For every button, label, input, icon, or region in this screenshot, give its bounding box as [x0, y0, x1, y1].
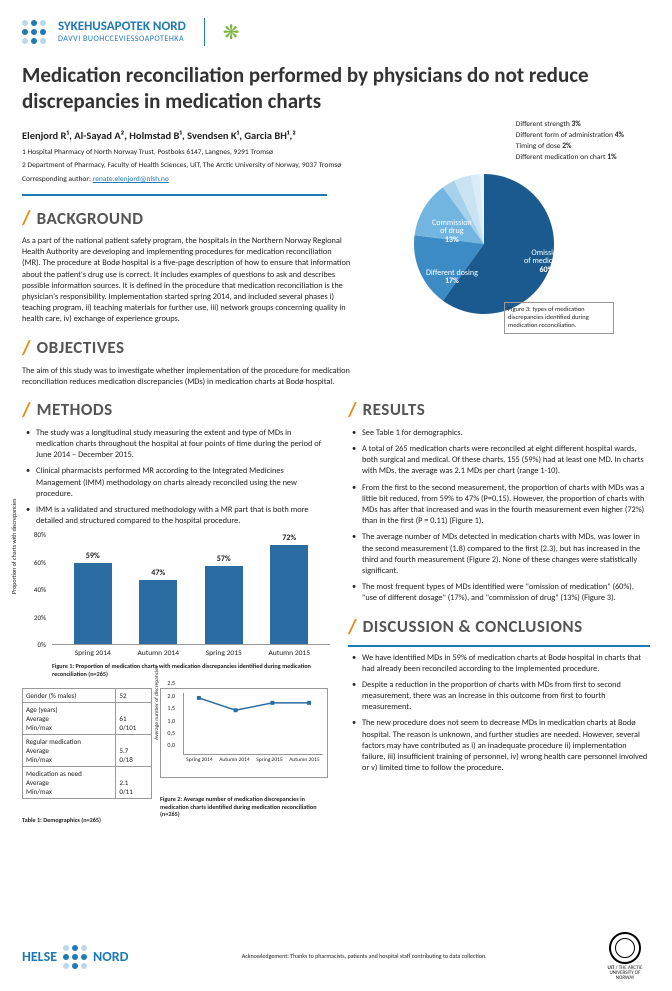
rule	[22, 194, 327, 196]
corr-email-link[interactable]: renate.elenjord@nlsh.no	[93, 175, 169, 184]
leaf-icon: ❋	[223, 20, 249, 44]
divider	[204, 18, 205, 46]
pie-chart: Different strength 3% Different form of …	[384, 129, 614, 329]
table-cell: Regular medication Average Min/max	[23, 735, 116, 767]
list-item: Clinical pharmacists performed MR accord…	[30, 466, 330, 500]
table-cell: 61 0/101	[116, 703, 152, 735]
list-item: Despite a reduction in the proportion of…	[356, 680, 650, 714]
list-item: The average number of MDs detected in me…	[356, 532, 650, 577]
brand-sub: DAVVI BUOHCCEVIESSOAPOTEHKA	[58, 34, 186, 44]
acknowledgement: Acknowledgement: Thanks to pharmacists, …	[242, 953, 487, 960]
bar: 57%Spring 2015	[205, 566, 243, 644]
uit-logo: UiT / THE ARCTIC UNIVERSITY OF NORWAY	[600, 932, 650, 981]
pie-slice-label: Different dosing17%	[426, 269, 478, 287]
list-item: IMM is a validated and structured method…	[30, 505, 330, 527]
background-header: /BACKGROUND	[22, 206, 352, 230]
brand-name: SYKEHUSAPOTEK NORD	[58, 20, 186, 34]
demographics-table: Gender (% males)52Age (years) Average Mi…	[22, 688, 152, 799]
affiliation-1: 1 Hospital Pharmacy of North Norway Trus…	[22, 148, 352, 158]
methods-list: The study was a longitudinal study measu…	[22, 428, 330, 528]
logo-dots-icon	[22, 20, 46, 44]
bar-y-label: Proportion of charts with discrepancies	[10, 499, 18, 594]
list-item: From the first to the second measurement…	[356, 483, 650, 528]
authors: Elenjord R¹, Al-Sayad A², Holmstad B¹, S…	[22, 129, 352, 142]
objectives-header: /OBJECTIVES	[22, 336, 352, 360]
list-item: The study was a longitudinal study measu…	[30, 428, 330, 462]
methods-header: /METHODS	[22, 398, 330, 422]
line-chart: Average number of discrepancies 0,00,51,…	[160, 688, 328, 778]
results-header: /RESULTS	[348, 398, 650, 422]
figure-1-caption: Figure 1: Proportion of medication chart…	[52, 663, 330, 678]
corresponding-author: Corresponding author: renate.elenjord@nl…	[22, 175, 352, 184]
brand: SYKEHUSAPOTEK NORD DAVVI BUOHCCEVIESSOAP…	[58, 20, 186, 44]
rule	[348, 645, 650, 647]
list-item: See Table 1 for demographics.	[356, 428, 650, 439]
table-cell: Gender (% males)	[23, 689, 116, 703]
bar-y-ticks: 0%20%40%60%80%	[22, 535, 48, 645]
table-cell: Medication as need Average Min/max	[23, 767, 116, 799]
table-1-caption: Table 1: Demographics (n=265)	[22, 817, 152, 824]
table-cell: 5.7 0/18	[116, 735, 152, 767]
table-cell: 2.1 0/11	[116, 767, 152, 799]
line-svg	[184, 693, 323, 755]
table-cell: Age (years) Average Min/max	[23, 703, 116, 735]
pie-small-labels: Different strength 3% Different form of …	[516, 119, 624, 164]
discussion-header: /DISCUSSION & CONCLUSIONS	[348, 615, 650, 639]
list-item: We have identified MDs in 59% of medicat…	[356, 653, 650, 675]
bar: 72%Autumn 2015	[270, 545, 308, 644]
helse-nord-logo: HELSE NORD	[22, 945, 128, 969]
background-text: As a part of the national patient safety…	[22, 236, 352, 326]
results-list: See Table 1 for demographics. A total of …	[348, 428, 650, 605]
header: SYKEHUSAPOTEK NORD DAVVI BUOHCCEVIESSOAP…	[22, 18, 650, 46]
table-cell: 52	[116, 689, 152, 703]
figure-2-caption: Figure 2: Average number of medication d…	[160, 796, 328, 818]
list-item: A total of 265 medication charts were re…	[356, 444, 650, 478]
objectives-text: The aim of this study was to investigate…	[22, 366, 352, 388]
pie-slice-label: Commissionof drug13%	[432, 219, 472, 245]
list-item: The new procedure does not seem to decre…	[356, 718, 650, 774]
bar: 59%Spring 2014	[74, 563, 112, 644]
poster-title: Medication reconciliation performed by p…	[22, 62, 650, 115]
list-item: The most frequent types of MDs identifie…	[356, 582, 650, 604]
figure-3-caption: Figure 3: types of medication discrepanc…	[504, 302, 614, 333]
pie-slice-label: Omissionof medication60%	[524, 249, 569, 275]
discussion-list: We have identified MDs in 59% of medicat…	[348, 653, 650, 775]
logo-dots-icon	[63, 945, 87, 969]
bar: 47%Autumn 2014	[139, 580, 177, 645]
line-y-label: Average number of discrepancies	[154, 666, 160, 740]
bar-chart: Proportion of charts with discrepancies …	[22, 535, 330, 680]
affiliation-2: 2 Department of Pharmacy, Faculty of Hea…	[22, 161, 352, 171]
footer: HELSE NORD Acknowledgement: Thanks to ph…	[22, 932, 650, 981]
